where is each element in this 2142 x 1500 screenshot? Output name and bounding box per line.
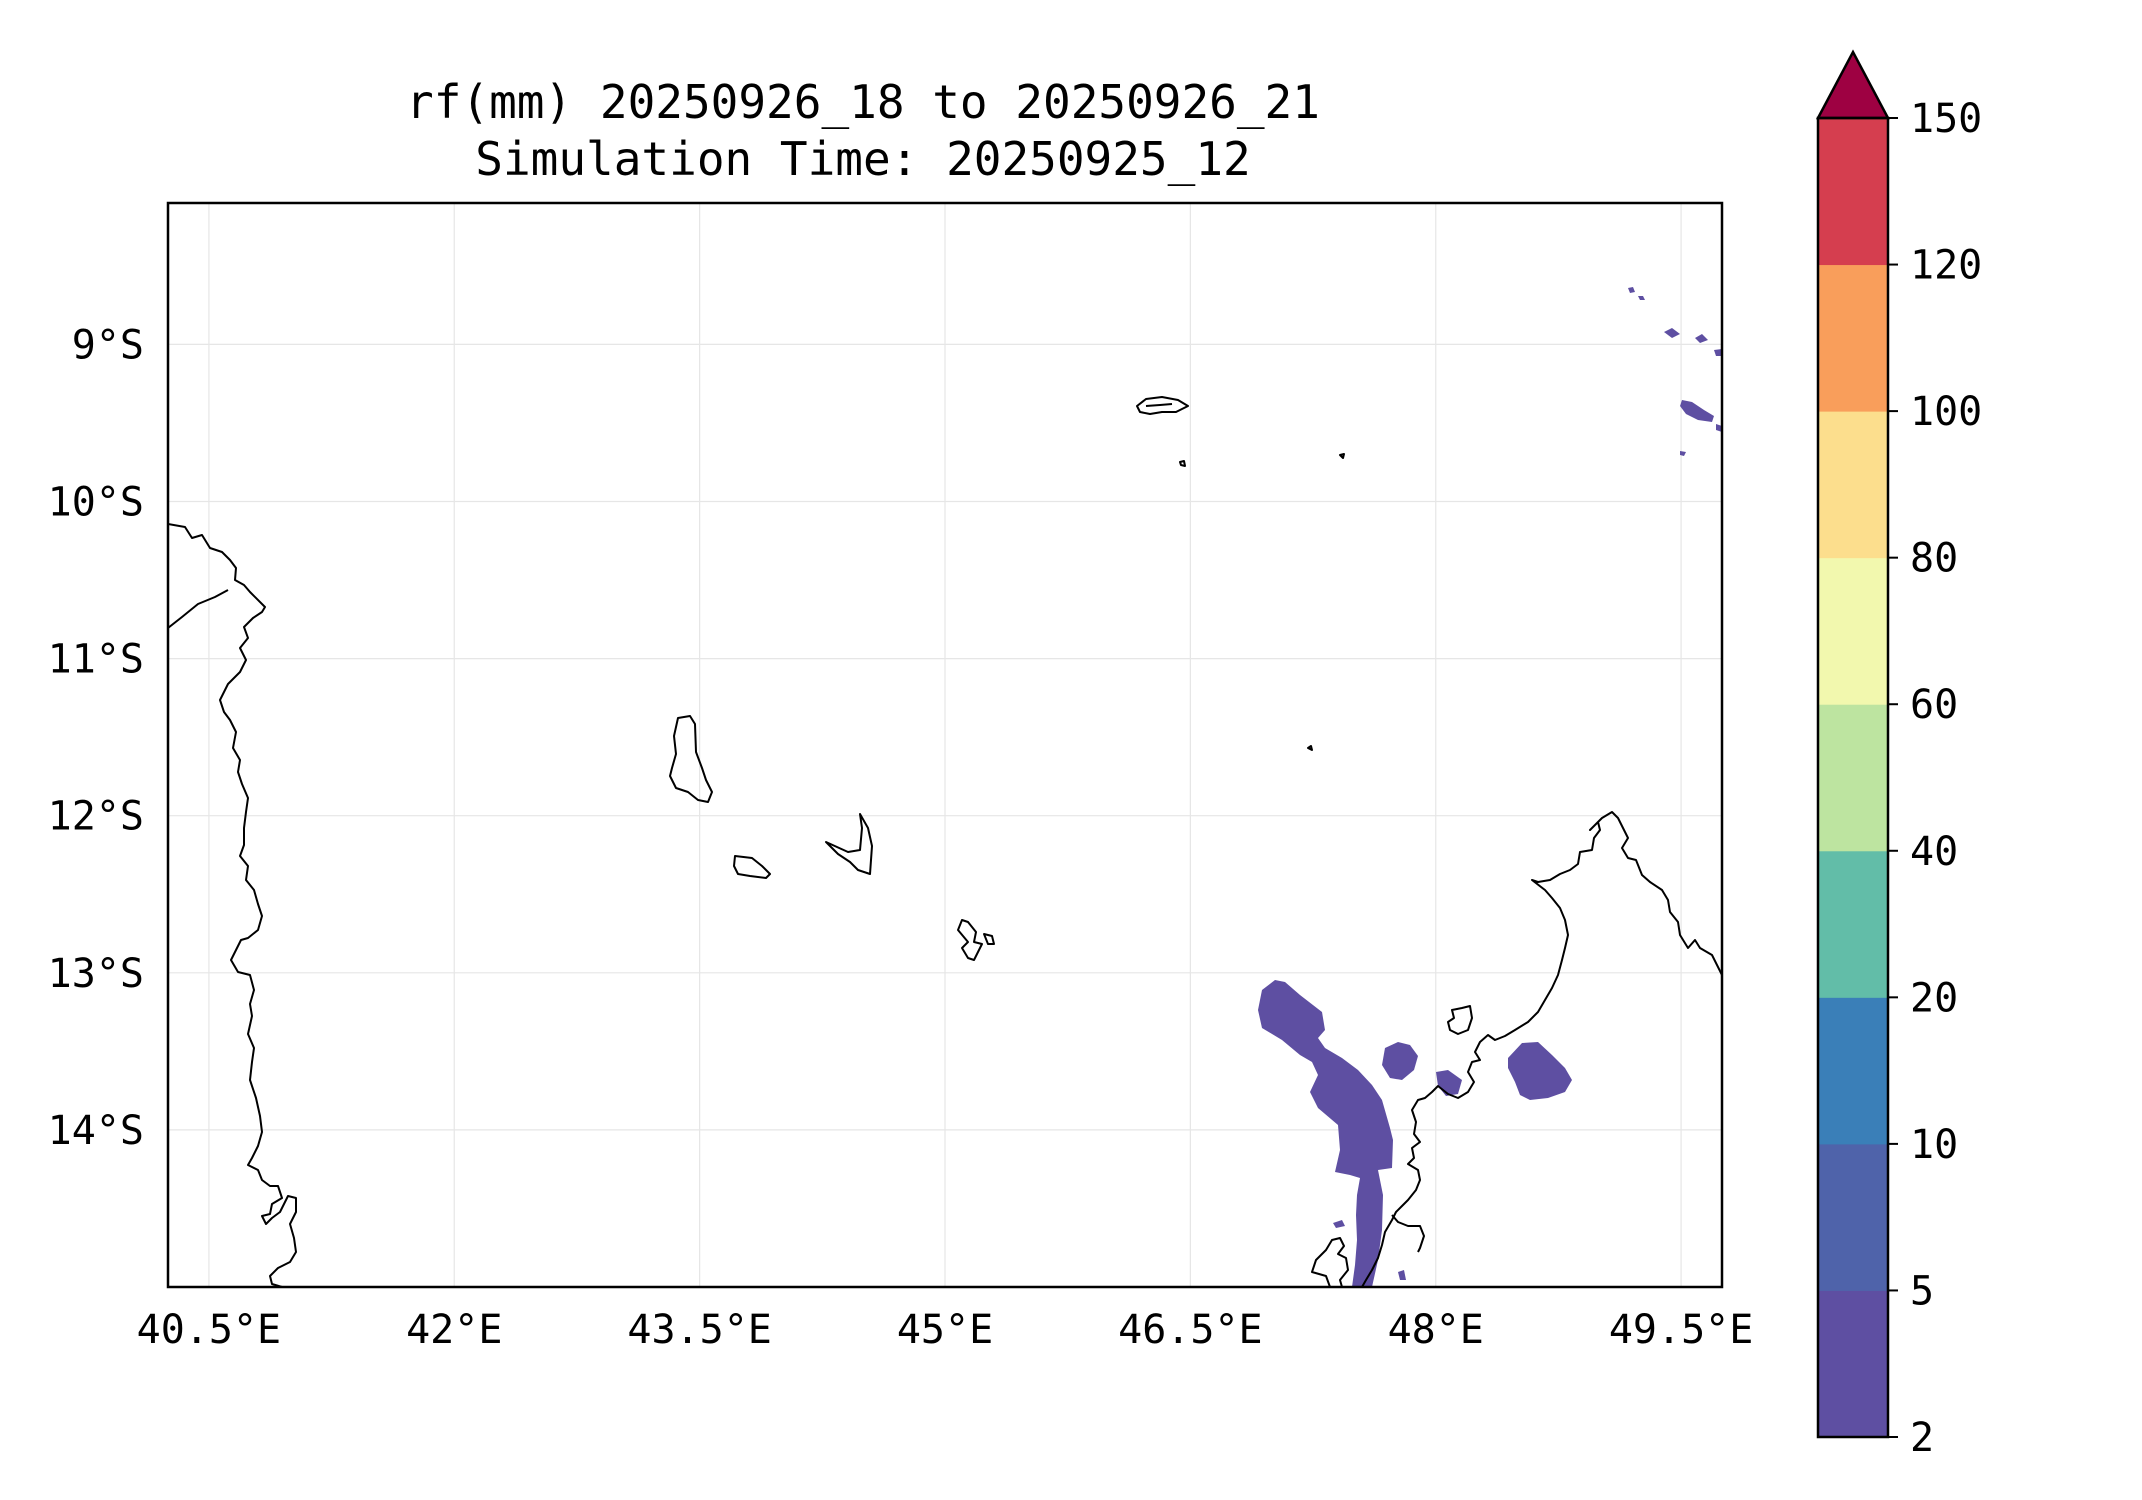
x-tick-label: 42°E bbox=[406, 1307, 502, 1353]
island-aldabra bbox=[1136, 396, 1189, 415]
colorbar-segment bbox=[1818, 997, 1888, 1145]
rain-area-northeast-1 bbox=[1664, 328, 1680, 338]
x-tick-label: 46.5°E bbox=[1118, 1307, 1263, 1353]
colorbar-tick-label: 150 bbox=[1910, 96, 1982, 142]
colorbar-tick-label: 5 bbox=[1910, 1268, 1934, 1314]
colorbar-tick-label: 60 bbox=[1910, 682, 1958, 728]
colorbar-segment bbox=[1818, 118, 1888, 266]
colorbar-extend-triangle bbox=[1815, 49, 1891, 120]
rain-area-mozambique-channel bbox=[1258, 980, 1393, 1287]
island-grande-comore bbox=[669, 715, 713, 803]
coastline-africa-north bbox=[168, 589, 229, 629]
rain-area-northeast-6 bbox=[1680, 400, 1714, 422]
colorbar: 2 5 10 20 40 60 80 100 120 150 bbox=[1815, 49, 1982, 1461]
island-juan-de-nova bbox=[1307, 745, 1313, 751]
colorbar-tick-label: 40 bbox=[1910, 829, 1958, 875]
island-anjouan bbox=[825, 813, 873, 875]
colorbar-segment bbox=[1818, 1143, 1888, 1291]
x-tick-label: 49.5°E bbox=[1609, 1307, 1754, 1353]
y-tick-label: 10°S bbox=[48, 479, 144, 525]
colorbar-segment bbox=[1818, 411, 1888, 559]
colorbar-segment bbox=[1818, 1290, 1888, 1438]
axis-ticks: 40.5°E 42°E 43.5°E 45°E 46.5°E 48°E 49.5°E 9°S 1… bbox=[48, 322, 1754, 1353]
island-cosmoledo bbox=[1339, 453, 1345, 459]
map-content bbox=[168, 287, 1722, 1287]
colorbar-frame bbox=[1816, 116, 1890, 1439]
rainfall-areas bbox=[1258, 287, 1722, 1287]
island-mayotte-east bbox=[983, 933, 995, 945]
map-frame bbox=[166, 201, 1724, 1289]
colorbar-tick-label: 2 bbox=[1910, 1415, 1934, 1461]
rain-area-madagascar-bay bbox=[1508, 1042, 1572, 1100]
x-tick-label: 40.5°E bbox=[137, 1307, 282, 1353]
rain-area-small-2 bbox=[1398, 1270, 1406, 1280]
coastlines bbox=[168, 396, 1722, 1287]
rain-area-small-1 bbox=[1333, 1220, 1345, 1228]
y-tick-label: 14°S bbox=[48, 1108, 144, 1154]
coastline-madagascar-southwest bbox=[1391, 1214, 1425, 1253]
rain-area-northeast-3 bbox=[1628, 287, 1635, 293]
colorbar-segment bbox=[1818, 557, 1888, 705]
island-assumption bbox=[1179, 460, 1186, 467]
coastline-madagascar bbox=[1361, 811, 1722, 1287]
colorbar-tick-label: 20 bbox=[1910, 975, 1958, 1021]
y-tick-label: 11°S bbox=[48, 637, 144, 683]
rain-area-northeast-2 bbox=[1695, 334, 1708, 343]
x-tick-label: 48°E bbox=[1388, 1307, 1484, 1353]
title-line-2: Simulation Time: 20250925_12 bbox=[475, 132, 1250, 186]
island-moheli bbox=[733, 855, 771, 879]
x-tick-label: 45°E bbox=[897, 1307, 993, 1353]
colorbar-tick-label: 80 bbox=[1910, 536, 1958, 582]
y-tick-label: 12°S bbox=[48, 794, 144, 840]
title-line-1: rf(mm) 20250926_18 to 20250926_21 bbox=[406, 75, 1320, 129]
island-nosy-be bbox=[1447, 1005, 1473, 1035]
colorbar-segment bbox=[1818, 850, 1888, 998]
colorbar-segment bbox=[1818, 704, 1888, 852]
gridlines bbox=[168, 203, 1722, 1287]
rain-area-northeast-8 bbox=[1680, 451, 1686, 456]
colorbar-segment bbox=[1818, 264, 1888, 412]
rain-area-northeast-7 bbox=[1716, 424, 1722, 432]
y-tick-label: 13°S bbox=[48, 951, 144, 997]
island-mayotte bbox=[957, 919, 983, 961]
y-tick-label: 9°S bbox=[72, 322, 144, 368]
coastline-madagascar-west bbox=[1311, 1237, 1349, 1287]
colorbar-tick-label: 120 bbox=[1910, 243, 1982, 289]
colorbar-tick-label: 100 bbox=[1910, 389, 1982, 435]
rain-area-coast-north bbox=[1382, 1042, 1418, 1080]
rain-area-northeast-4 bbox=[1638, 296, 1645, 300]
coastline-africa bbox=[168, 523, 297, 1287]
x-tick-label: 43.5°E bbox=[627, 1307, 772, 1353]
rain-area-northeast-5 bbox=[1714, 349, 1722, 356]
map-panel: 40.5°E 42°E 43.5°E 45°E 46.5°E 48°E 49.5°E 9°S 1… bbox=[48, 201, 1754, 1353]
colorbar-tick-label: 10 bbox=[1910, 1122, 1958, 1168]
